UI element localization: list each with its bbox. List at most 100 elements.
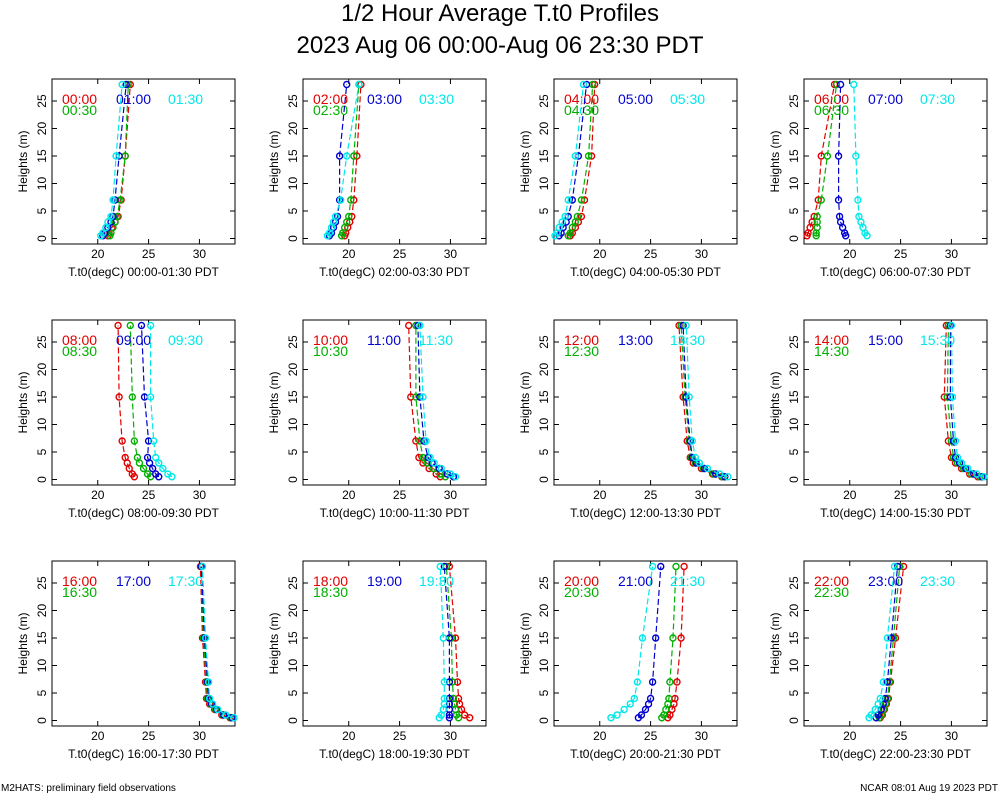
data-point	[460, 711, 469, 719]
legend-entry: 11:00	[367, 332, 401, 348]
y-axis-label: Heights (m)	[518, 612, 532, 674]
data-point	[679, 321, 687, 330]
plot-frame	[51, 78, 236, 245]
data-point	[214, 705, 222, 714]
y-tick-label: 0	[35, 235, 49, 242]
series-line-1330	[685, 325, 729, 478]
x-axis-label: T.t0(degC) 22:00-23:30 PDT	[820, 747, 971, 761]
data-point	[637, 711, 646, 719]
data-point	[151, 470, 160, 478]
y-tick-label: 15	[787, 631, 801, 645]
plot-frame	[803, 319, 988, 486]
data-point	[440, 562, 449, 571]
y-axis-label: Heights (m)	[16, 130, 30, 192]
legend-entry: 18:30	[313, 584, 348, 600]
legend-entry: 22:30	[814, 584, 849, 600]
data-point	[415, 453, 423, 462]
x-tick-label: 30	[945, 488, 959, 502]
data-point	[419, 453, 427, 462]
x-tick-label: 30	[193, 247, 207, 261]
data-point	[836, 80, 845, 89]
legend-entry: 21:30	[670, 573, 705, 589]
data-point	[155, 459, 163, 467]
x-axis-label: T.t0(degC) 18:00-19:30 PDT	[319, 747, 470, 761]
data-point	[673, 678, 681, 686]
data-point	[582, 80, 591, 89]
y-tick-label: 25	[537, 335, 551, 349]
y-tick-label: 10	[35, 177, 49, 191]
legend-entry: 11:30	[419, 332, 453, 348]
y-tick-label: 5	[787, 207, 801, 214]
x-tick-label: 25	[142, 247, 156, 261]
data-point	[448, 678, 457, 686]
data-point	[832, 80, 841, 89]
y-tick-label: 10	[286, 177, 300, 191]
data-point	[677, 634, 685, 642]
y-tick-label: 10	[35, 418, 49, 432]
data-point	[665, 694, 673, 703]
data-point	[854, 196, 862, 204]
y-tick-label: 10	[537, 418, 551, 432]
data-point	[335, 152, 344, 160]
data-point	[445, 694, 454, 703]
y-tick-label: 5	[787, 448, 801, 455]
x-tick-label: 20	[843, 247, 857, 261]
data-point	[104, 218, 112, 226]
x-tick-label: 20	[342, 247, 356, 261]
x-tick-label: 25	[142, 729, 156, 743]
data-point	[412, 437, 420, 445]
data-point	[121, 453, 129, 462]
y-tick-label: 20	[35, 363, 49, 377]
data-point	[881, 694, 890, 703]
data-point	[114, 321, 122, 330]
data-point	[813, 212, 821, 221]
y-tick-label: 5	[286, 207, 300, 214]
y-tick-label: 15	[787, 390, 801, 404]
legend-entry: 20:30	[564, 584, 599, 600]
data-point	[445, 714, 454, 722]
series-line-2130	[610, 566, 654, 719]
series-line-2330	[868, 566, 896, 719]
y-tick-label: 5	[35, 207, 49, 214]
x-tick-label: 30	[945, 247, 959, 261]
legend-entry: 06:30	[814, 102, 849, 118]
data-point	[416, 321, 424, 330]
legend-entry: 05:00	[618, 91, 653, 107]
x-tick-label: 20	[91, 488, 105, 502]
data-point	[112, 152, 120, 160]
panel-1: 20 25 30 0 5 10 15 20 25 T.t0(degC) 00:00-01:30 P…	[16, 78, 236, 279]
panel-3: 20 25 30 0 5 10 15 20 25 T.t0(degC) 04:00-05:30 P…	[518, 78, 738, 279]
x-tick-label: 30	[444, 729, 458, 743]
data-point	[453, 678, 462, 686]
y-tick-label: 5	[286, 448, 300, 455]
y-tick-label: 10	[537, 177, 551, 191]
data-point	[633, 678, 642, 686]
chart-title: 1/2 Hour Average T.t0 Profiles	[341, 0, 659, 27]
data-point	[879, 678, 887, 686]
footer-left: M2HATS: preliminary field observations	[1, 783, 176, 794]
y-tick-label: 0	[286, 717, 300, 724]
data-point	[817, 196, 825, 204]
plot-frame	[553, 78, 738, 245]
data-point	[691, 453, 700, 462]
data-point	[648, 562, 657, 571]
y-tick-label: 0	[286, 235, 300, 242]
data-point	[440, 678, 449, 686]
y-tick-label: 20	[537, 604, 551, 618]
legend-entry: 08:00	[62, 332, 97, 348]
y-tick-label: 20	[787, 122, 801, 136]
data-point	[230, 714, 238, 722]
footer-right: NCAR 08:01 Aug 19 2023 PDT	[860, 783, 998, 794]
y-tick-label: 25	[537, 94, 551, 108]
x-tick-label: 25	[894, 729, 908, 743]
legend-entry: 19:30	[419, 573, 454, 589]
chart-subtitle: 2023 Aug 06 00:00-Aug 06 23:30 PDT	[296, 32, 704, 59]
y-tick-label: 20	[286, 122, 300, 136]
data-point	[109, 196, 117, 204]
series-line-1230	[680, 325, 723, 478]
data-point	[850, 80, 858, 89]
y-tick-label: 5	[537, 207, 551, 214]
data-point	[893, 562, 902, 571]
data-point	[143, 470, 152, 478]
